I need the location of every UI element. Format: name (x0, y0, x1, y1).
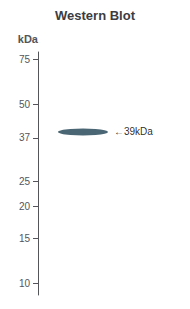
svg-text:20: 20 (19, 201, 31, 212)
svg-text:37: 37 (19, 132, 31, 143)
svg-text:kDa: kDa (18, 33, 39, 45)
svg-text:10: 10 (19, 278, 31, 289)
svg-text:75: 75 (19, 54, 31, 65)
svg-text:15: 15 (19, 233, 31, 244)
svg-text:50: 50 (19, 99, 31, 110)
svg-text:25: 25 (19, 176, 31, 187)
svg-text:Western Blot: Western Blot (55, 8, 136, 23)
svg-text:←39kDa: ←39kDa (114, 126, 153, 137)
